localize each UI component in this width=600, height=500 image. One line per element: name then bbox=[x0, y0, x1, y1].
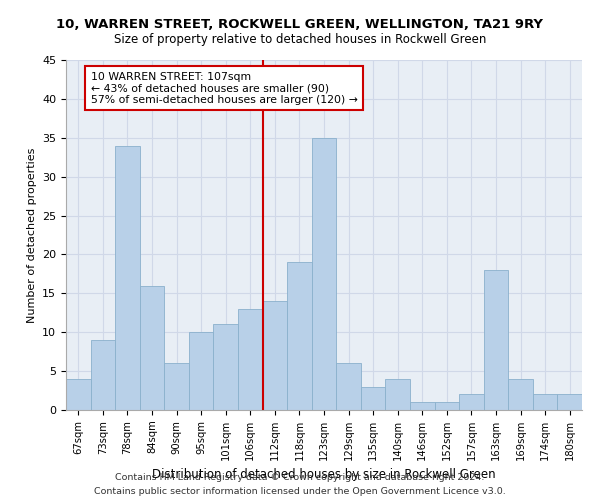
Bar bbox=[238, 309, 263, 410]
Bar bbox=[263, 301, 287, 410]
Bar bbox=[336, 364, 361, 410]
Bar bbox=[115, 146, 140, 410]
Bar bbox=[91, 340, 115, 410]
Bar bbox=[140, 286, 164, 410]
Bar bbox=[312, 138, 336, 410]
Bar bbox=[459, 394, 484, 410]
Text: Size of property relative to detached houses in Rockwell Green: Size of property relative to detached ho… bbox=[114, 32, 486, 46]
Bar bbox=[385, 379, 410, 410]
Bar bbox=[164, 364, 189, 410]
Text: Contains HM Land Registry data © Crown copyright and database right 2024.: Contains HM Land Registry data © Crown c… bbox=[115, 473, 485, 482]
Bar bbox=[66, 379, 91, 410]
Bar bbox=[361, 386, 385, 410]
Y-axis label: Number of detached properties: Number of detached properties bbox=[26, 148, 37, 322]
Bar bbox=[533, 394, 557, 410]
Bar bbox=[189, 332, 214, 410]
Bar bbox=[214, 324, 238, 410]
Text: Contains public sector information licensed under the Open Government Licence v3: Contains public sector information licen… bbox=[94, 486, 506, 496]
X-axis label: Distribution of detached houses by size in Rockwell Green: Distribution of detached houses by size … bbox=[152, 468, 496, 481]
Bar bbox=[557, 394, 582, 410]
Bar bbox=[484, 270, 508, 410]
Text: 10, WARREN STREET, ROCKWELL GREEN, WELLINGTON, TA21 9RY: 10, WARREN STREET, ROCKWELL GREEN, WELLI… bbox=[56, 18, 544, 30]
Bar bbox=[410, 402, 434, 410]
Bar bbox=[508, 379, 533, 410]
Bar bbox=[287, 262, 312, 410]
Text: 10 WARREN STREET: 107sqm
← 43% of detached houses are smaller (90)
57% of semi-d: 10 WARREN STREET: 107sqm ← 43% of detach… bbox=[91, 72, 358, 105]
Bar bbox=[434, 402, 459, 410]
